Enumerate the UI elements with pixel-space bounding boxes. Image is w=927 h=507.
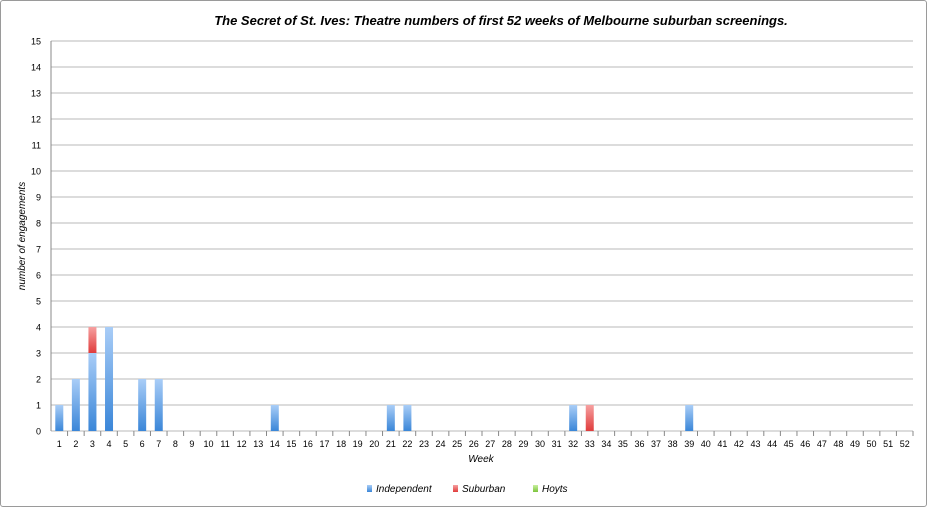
x-tick-label: 22 (402, 439, 412, 449)
bar-independent-week-39 (685, 405, 694, 431)
y-tick-label: 8 (36, 219, 41, 229)
y-axis-label: number of engagements (17, 182, 28, 290)
x-tick-label: 30 (535, 439, 545, 449)
x-tick-label: 43 (751, 439, 761, 449)
x-tick-label: 11 (220, 439, 229, 449)
x-tick-label: 26 (469, 439, 479, 449)
y-tick-label: 15 (31, 37, 41, 47)
x-tick-label: 29 (518, 439, 528, 449)
x-tick-label: 12 (237, 439, 247, 449)
y-tick-label: 1 (36, 401, 41, 411)
bar-independent-week-7 (154, 379, 163, 431)
y-tick-label: 14 (31, 63, 41, 73)
y-tick-label: 10 (31, 167, 41, 177)
bar-independent-week-6 (138, 379, 147, 431)
x-tick-label: 47 (817, 439, 827, 449)
x-tick-label: 21 (386, 439, 396, 449)
bar-independent-week-1 (55, 405, 64, 431)
legend-label-hoyts: Hoyts (542, 484, 568, 495)
x-tick-label: 17 (320, 439, 330, 449)
bar-independent-week-14 (270, 405, 279, 431)
x-tick-label: 28 (502, 439, 512, 449)
x-axis-label: Week (468, 454, 494, 465)
x-tick-label: 8 (173, 439, 178, 449)
x-tick-label: 3 (90, 439, 95, 449)
y-tick-label: 3 (36, 349, 41, 359)
y-tick-label: 9 (36, 193, 41, 203)
x-tick-label: 32 (568, 439, 578, 449)
legend-swatch-suburban (453, 485, 458, 492)
y-tick-label: 13 (31, 89, 41, 99)
x-tick-label: 45 (784, 439, 794, 449)
bar-independent-week-22 (403, 405, 412, 431)
x-tick-label: 9 (189, 439, 194, 449)
x-tick-label: 31 (552, 439, 562, 449)
x-tick-label: 23 (419, 439, 429, 449)
bar-independent-week-3 (88, 353, 97, 431)
x-tick-label: 41 (717, 439, 727, 449)
x-tick-label: 46 (800, 439, 810, 449)
x-tick-label: 35 (618, 439, 628, 449)
x-tick-label: 27 (485, 439, 495, 449)
x-tick-label: 6 (140, 439, 145, 449)
legend-swatch-independent (367, 485, 372, 492)
x-tick-label: 50 (867, 439, 877, 449)
y-tick-label: 0 (36, 427, 41, 437)
x-tick-label: 20 (369, 439, 379, 449)
bar-suburban-week-3 (88, 327, 97, 353)
bar-independent-week-2 (71, 379, 80, 431)
x-tick-label: 42 (734, 439, 744, 449)
x-tick-label: 1 (57, 439, 62, 449)
y-tick-label: 12 (31, 115, 41, 125)
x-tick-label: 49 (850, 439, 860, 449)
x-tick-label: 5 (123, 439, 128, 449)
x-tick-label: 33 (585, 439, 595, 449)
y-tick-label: 2 (36, 375, 41, 385)
x-tick-label: 40 (701, 439, 711, 449)
bar-independent-week-21 (386, 405, 395, 431)
x-tick-label: 44 (767, 439, 777, 449)
y-tick-label: 4 (36, 323, 41, 333)
x-tick-label: 39 (684, 439, 694, 449)
y-tick-label: 11 (32, 141, 41, 151)
bar-independent-week-4 (105, 327, 114, 431)
x-tick-label: 48 (833, 439, 843, 449)
y-tick-label: 7 (36, 245, 41, 255)
x-tick-label: 16 (303, 439, 313, 449)
x-tick-label: 14 (270, 439, 280, 449)
x-tick-label: 34 (601, 439, 611, 449)
x-tick-label: 36 (634, 439, 644, 449)
x-tick-label: 2 (73, 439, 78, 449)
x-tick-label: 19 (353, 439, 363, 449)
x-tick-label: 52 (900, 439, 910, 449)
x-tick-label: 4 (107, 439, 112, 449)
x-tick-label: 10 (203, 439, 213, 449)
legend-label-suburban: Suburban (462, 484, 506, 495)
y-tick-label: 6 (36, 271, 41, 281)
x-tick-label: 13 (253, 439, 263, 449)
x-tick-label: 7 (156, 439, 161, 449)
legend-swatch-hoyts (533, 485, 538, 492)
y-tick-label: 5 (36, 297, 41, 307)
x-tick-label: 51 (883, 439, 893, 449)
x-tick-label: 38 (668, 439, 678, 449)
x-tick-label: 37 (651, 439, 661, 449)
chart-title: The Secret of St. Ives: Theatre numbers … (214, 13, 788, 28)
x-tick-label: 15 (286, 439, 296, 449)
x-tick-label: 24 (436, 439, 446, 449)
x-tick-label: 18 (336, 439, 346, 449)
x-tick-label: 25 (452, 439, 462, 449)
bar-independent-week-32 (569, 405, 578, 431)
bar-suburban-week-33 (585, 405, 594, 431)
legend-label-independent: Independent (376, 484, 433, 495)
